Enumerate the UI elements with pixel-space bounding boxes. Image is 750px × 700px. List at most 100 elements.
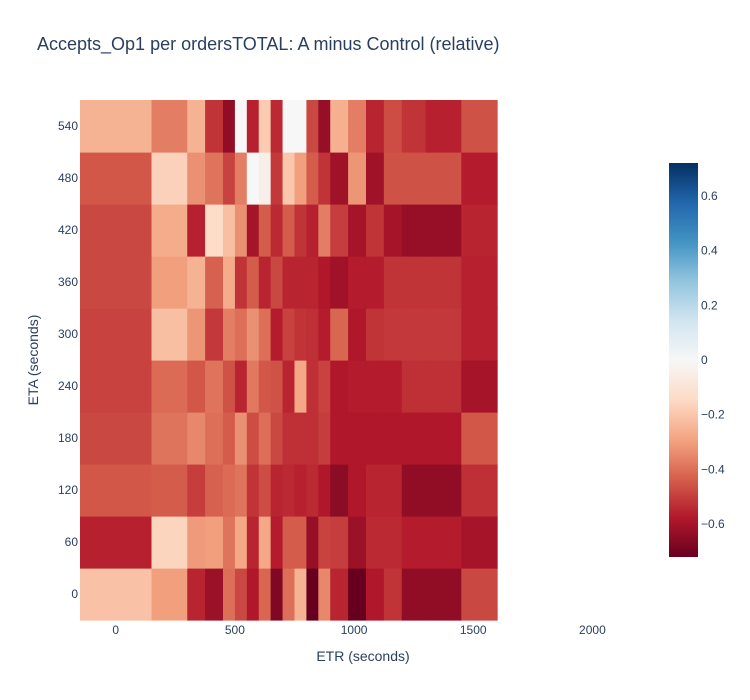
- heatmap-cells[interactable]: [80, 100, 498, 621]
- heatmap-cell[interactable]: [80, 516, 153, 569]
- heatmap-cell[interactable]: [187, 308, 206, 361]
- heatmap-cell[interactable]: [383, 204, 403, 257]
- heatmap-cell[interactable]: [187, 204, 206, 257]
- heatmap-cell[interactable]: [151, 204, 188, 257]
- heatmap-cell[interactable]: [318, 308, 331, 361]
- heatmap-cell[interactable]: [222, 516, 236, 569]
- heatmap-cell[interactable]: [205, 204, 224, 257]
- heatmap-cell[interactable]: [461, 256, 498, 309]
- heatmap-cell[interactable]: [80, 308, 153, 361]
- heatmap-cell[interactable]: [258, 256, 272, 309]
- heatmap-cell[interactable]: [425, 464, 462, 517]
- heatmap-cell[interactable]: [80, 152, 153, 205]
- heatmap-cell[interactable]: [222, 308, 236, 361]
- heatmap-cell[interactable]: [306, 568, 319, 621]
- heatmap-cell[interactable]: [282, 308, 296, 361]
- heatmap-cell[interactable]: [348, 204, 367, 257]
- heatmap-cell[interactable]: [234, 256, 248, 309]
- heatmap-cell[interactable]: [234, 568, 248, 621]
- heatmap-cell[interactable]: [294, 464, 307, 517]
- heatmap-cell[interactable]: [151, 152, 188, 205]
- heatmap-cell[interactable]: [330, 412, 349, 465]
- heatmap-cell[interactable]: [294, 412, 307, 465]
- heatmap-cell[interactable]: [205, 308, 224, 361]
- heatmap-cell[interactable]: [348, 308, 367, 361]
- heatmap-cell[interactable]: [306, 412, 319, 465]
- heatmap-cell[interactable]: [383, 464, 403, 517]
- heatmap-cell[interactable]: [401, 308, 427, 361]
- heatmap-cell[interactable]: [365, 516, 385, 569]
- heatmap-cell[interactable]: [151, 516, 188, 569]
- heatmap-cell[interactable]: [151, 308, 188, 361]
- heatmap-cell[interactable]: [234, 516, 248, 569]
- heatmap-cell[interactable]: [383, 100, 403, 153]
- heatmap-cell[interactable]: [151, 568, 188, 621]
- heatmap-cell[interactable]: [270, 100, 284, 153]
- heatmap-cell[interactable]: [222, 412, 236, 465]
- heatmap-cell[interactable]: [306, 256, 319, 309]
- heatmap-cell[interactable]: [365, 152, 385, 205]
- heatmap-cell[interactable]: [401, 204, 427, 257]
- heatmap-cell[interactable]: [187, 568, 206, 621]
- heatmap-cell[interactable]: [187, 100, 206, 153]
- heatmap-cell[interactable]: [318, 152, 331, 205]
- heatmap-cell[interactable]: [258, 464, 272, 517]
- heatmap-cell[interactable]: [401, 412, 427, 465]
- heatmap-cell[interactable]: [234, 464, 248, 517]
- heatmap-cell[interactable]: [365, 204, 385, 257]
- heatmap-cell[interactable]: [282, 256, 296, 309]
- heatmap-cell[interactable]: [246, 516, 260, 569]
- heatmap-cell[interactable]: [205, 568, 224, 621]
- heatmap-cell[interactable]: [282, 568, 296, 621]
- heatmap-cell[interactable]: [282, 412, 296, 465]
- heatmap-cell[interactable]: [294, 256, 307, 309]
- heatmap-cell[interactable]: [151, 412, 188, 465]
- heatmap-cell[interactable]: [425, 100, 462, 153]
- heatmap-cell[interactable]: [187, 256, 206, 309]
- heatmap-cell[interactable]: [151, 464, 188, 517]
- heatmap-cell[interactable]: [246, 568, 260, 621]
- heatmap-cell[interactable]: [401, 256, 427, 309]
- heatmap-cell[interactable]: [270, 568, 284, 621]
- heatmap-cell[interactable]: [401, 516, 427, 569]
- heatmap-cell[interactable]: [80, 256, 153, 309]
- heatmap-cell[interactable]: [80, 464, 153, 517]
- heatmap-cell[interactable]: [425, 568, 462, 621]
- heatmap-cell[interactable]: [234, 412, 248, 465]
- heatmap-cell[interactable]: [318, 204, 331, 257]
- heatmap-cell[interactable]: [258, 516, 272, 569]
- heatmap-cell[interactable]: [294, 152, 307, 205]
- heatmap-cell[interactable]: [425, 256, 462, 309]
- heatmap-cell[interactable]: [306, 464, 319, 517]
- heatmap-cell[interactable]: [461, 204, 498, 257]
- heatmap-cell[interactable]: [246, 360, 260, 413]
- heatmap-cell[interactable]: [246, 204, 260, 257]
- heatmap-cell[interactable]: [401, 568, 427, 621]
- heatmap-cell[interactable]: [258, 568, 272, 621]
- heatmap-cell[interactable]: [306, 152, 319, 205]
- heatmap-cell[interactable]: [282, 516, 296, 569]
- heatmap-cell[interactable]: [306, 516, 319, 569]
- heatmap-cell[interactable]: [282, 464, 296, 517]
- heatmap-cell[interactable]: [401, 360, 427, 413]
- heatmap-cell[interactable]: [258, 308, 272, 361]
- heatmap-cell[interactable]: [270, 360, 284, 413]
- heatmap-cell[interactable]: [294, 360, 307, 413]
- heatmap-cell[interactable]: [318, 360, 331, 413]
- heatmap-cell[interactable]: [348, 464, 367, 517]
- heatmap-cell[interactable]: [461, 360, 498, 413]
- heatmap-cell[interactable]: [80, 568, 153, 621]
- heatmap-cell[interactable]: [151, 100, 188, 153]
- heatmap-cell[interactable]: [80, 204, 153, 257]
- heatmap-cell[interactable]: [330, 464, 349, 517]
- heatmap-cell[interactable]: [222, 568, 236, 621]
- heatmap-cell[interactable]: [258, 204, 272, 257]
- heatmap-cell[interactable]: [330, 308, 349, 361]
- heatmap-cell[interactable]: [246, 256, 260, 309]
- heatmap-cell[interactable]: [330, 256, 349, 309]
- heatmap-cell[interactable]: [270, 152, 284, 205]
- heatmap-cell[interactable]: [222, 464, 236, 517]
- heatmap-cell[interactable]: [222, 204, 236, 257]
- heatmap-cell[interactable]: [234, 152, 248, 205]
- heatmap-cell[interactable]: [258, 360, 272, 413]
